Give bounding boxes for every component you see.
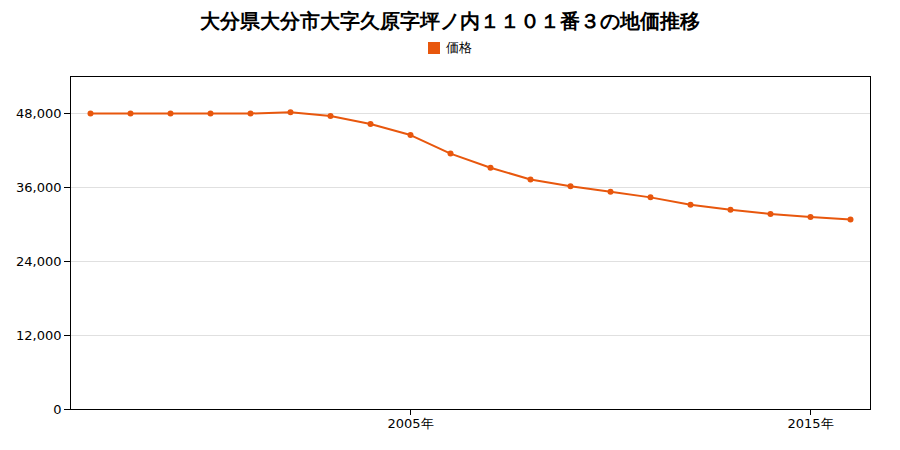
svg-text:12,000: 12,000: [16, 328, 62, 343]
svg-text:36,000: 36,000: [16, 180, 62, 195]
svg-text:0: 0: [53, 402, 61, 417]
svg-text:2005年: 2005年: [387, 416, 433, 431]
svg-text:2015年: 2015年: [787, 416, 833, 431]
html-text:価格: 価格: [446, 40, 472, 55]
svg-text:48,000: 48,000: [16, 106, 62, 121]
html-text:大分県大分市大字久原字坪ノ内１１０１番３の地価推移: 大分県大分市大字久原字坪ノ内１１０１番３の地価推移: [200, 9, 700, 33]
svg-text:24,000: 24,000: [16, 254, 62, 269]
